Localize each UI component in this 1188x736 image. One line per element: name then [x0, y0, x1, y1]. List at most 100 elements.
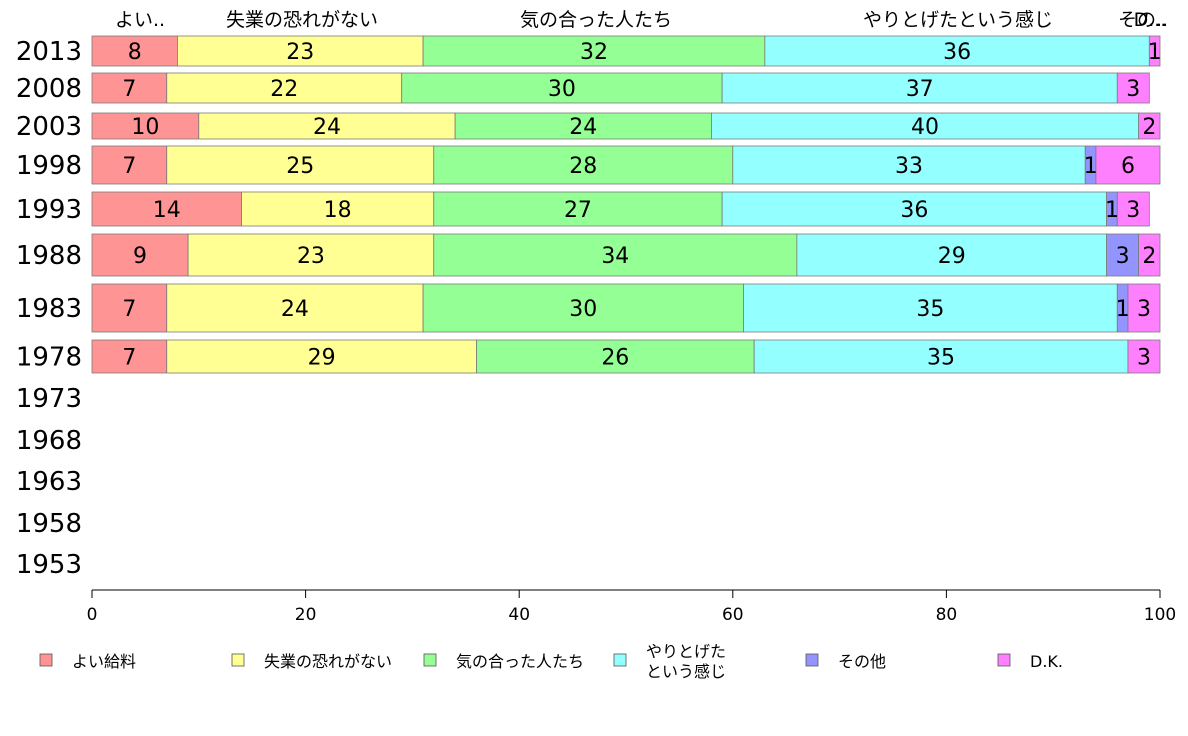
bar-value-label: 29	[308, 346, 336, 371]
bar-value-label: 3	[1137, 346, 1151, 371]
year-label: 2013	[16, 37, 82, 67]
legend-label: 失業の恐れがない	[264, 652, 392, 671]
year-label: 1998	[16, 151, 82, 181]
bar-value-label: 36	[943, 40, 971, 65]
bar-value-label: 35	[927, 346, 955, 371]
bar-value-label: 28	[569, 154, 597, 179]
bar-value-label: 2	[1142, 244, 1156, 269]
bar-segment	[166, 145, 435, 185]
bar-value-label: 3	[1126, 77, 1140, 102]
bar-segment	[91, 145, 168, 185]
bar-value-label: 7	[122, 297, 136, 322]
bar-segment	[187, 233, 435, 277]
bar-value-label: 6	[1121, 154, 1135, 179]
bar-segment	[91, 339, 168, 374]
column-header-label: 失業の恐れがない	[226, 9, 378, 31]
bar-value-label: 8	[128, 40, 142, 65]
bar-value-label: 33	[895, 154, 923, 179]
bar-value-label: 29	[938, 244, 966, 269]
bar-segment	[1116, 191, 1150, 227]
column-header-label: よい..	[115, 9, 165, 31]
legend-label: よい給料	[72, 652, 136, 671]
year-label: 1973	[16, 384, 82, 414]
bar-value-label: 9	[133, 244, 147, 269]
legend-swatch	[39, 653, 53, 667]
x-tick-label: 80	[936, 605, 958, 625]
legend-swatch	[805, 653, 819, 667]
bar-value-label: 37	[906, 77, 934, 102]
bar-value-label: 7	[122, 154, 136, 179]
bar-segment	[91, 72, 168, 104]
bar-value-label: 14	[153, 198, 181, 223]
bar-value-label: 36	[900, 198, 928, 223]
x-tick-label: 20	[295, 605, 317, 625]
bar-segment	[91, 35, 178, 67]
year-label: 1988	[16, 241, 82, 271]
bar-value-label: 34	[601, 244, 629, 269]
year-label: 2008	[16, 74, 82, 104]
year-label: 1978	[16, 343, 82, 373]
bar-segment	[732, 145, 1086, 185]
bar-segment	[476, 339, 755, 374]
bar-value-label: 1	[1105, 198, 1119, 223]
bar-segment	[433, 145, 734, 185]
bar-value-label: 18	[324, 198, 352, 223]
bar-segment	[796, 233, 1108, 277]
legend-swatch	[613, 653, 627, 667]
bar-segment	[91, 112, 200, 140]
legend-label: D.K.	[1030, 652, 1063, 671]
bar-segment	[177, 35, 424, 67]
year-label: 1963	[16, 467, 82, 497]
bar-segment	[721, 72, 1118, 104]
bar-value-label: 40	[911, 115, 939, 140]
bar-segment	[454, 112, 712, 140]
bar-segment	[1138, 233, 1161, 277]
bar-value-label: 23	[286, 40, 314, 65]
bar-segment	[433, 191, 723, 227]
bar-segment	[91, 283, 168, 333]
bar-value-label: 3	[1126, 198, 1140, 223]
bar-segment	[711, 112, 1140, 140]
bar-segment	[753, 339, 1129, 374]
column-header-label: 気の合った人たち	[520, 9, 672, 31]
x-tick-label: 40	[508, 605, 530, 625]
year-label: 1953	[16, 550, 82, 580]
bar-value-label: 32	[580, 40, 608, 65]
legend-swatch	[423, 653, 437, 667]
legend-label: やりとげた	[646, 642, 726, 661]
bar-segment	[1106, 233, 1140, 277]
bar-segment	[1095, 145, 1161, 185]
bar-segment	[422, 283, 744, 333]
bar-segment	[166, 72, 403, 104]
bar-value-label: 1	[1084, 154, 1098, 179]
bar-value-label: 1	[1148, 40, 1162, 65]
bar-value-label: 3	[1137, 297, 1151, 322]
bar-value-label: 27	[564, 198, 592, 223]
bar-segment	[433, 233, 798, 277]
bar-value-label: 25	[286, 154, 314, 179]
bar-segment	[198, 112, 456, 140]
bar-value-label: 35	[916, 297, 944, 322]
bar-segment	[166, 339, 477, 374]
column-header-label: その..	[1118, 9, 1168, 31]
bar-segment	[1116, 72, 1150, 104]
bar-segment	[743, 283, 1118, 333]
bar-segment	[422, 35, 766, 67]
bar-segment	[1148, 35, 1161, 67]
bar-value-label: 24	[569, 115, 597, 140]
column-header-label: D...	[1134, 9, 1167, 31]
bar-segment	[91, 233, 189, 277]
year-label: 1983	[16, 294, 82, 324]
year-label: 1958	[16, 509, 82, 539]
bar-value-label: 7	[122, 77, 136, 102]
bar-segment	[1138, 112, 1161, 140]
bar-segment	[166, 283, 424, 333]
bar-segment	[1127, 283, 1161, 333]
legend-swatch	[997, 653, 1011, 667]
year-label: 1993	[16, 195, 82, 225]
bar-value-label: 7	[122, 346, 136, 371]
bar-segment	[721, 191, 1108, 227]
bar-value-label: 23	[297, 244, 325, 269]
bar-segment	[764, 35, 1150, 67]
